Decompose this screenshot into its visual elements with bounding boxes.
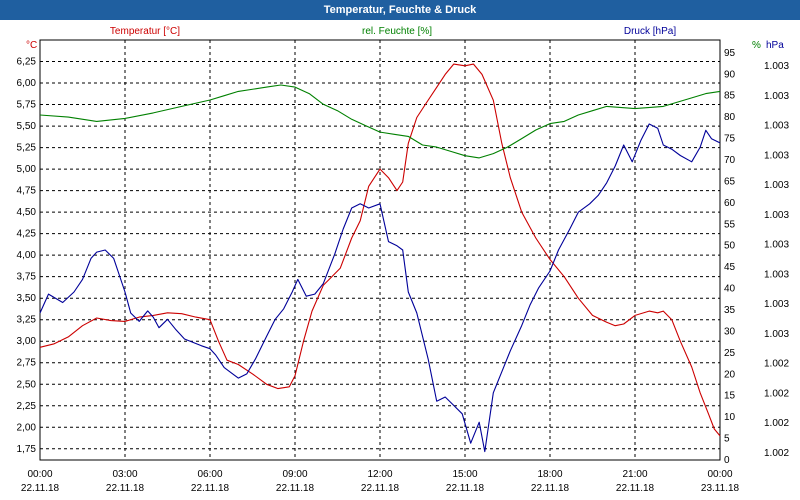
humidity-tick-label: 45 <box>724 262 736 273</box>
time-tick-label: 21:00 <box>622 469 647 480</box>
humidity-tick-label: 70 <box>724 155 736 166</box>
temperature-tick-label: 2,25 <box>17 401 37 412</box>
temperature-tick-label: 1,75 <box>17 444 37 455</box>
time-tick-label: 09:00 <box>282 469 307 480</box>
humidity-tick-label: 30 <box>724 326 736 337</box>
temperature-unit-label: °C <box>26 40 37 51</box>
pressure-tick-label: 1.003 <box>764 240 789 251</box>
pressure-tick-label: 1.002 <box>764 359 789 370</box>
temperature-tick-label: 3,00 <box>17 336 37 347</box>
temperature-series-line <box>39 63 721 437</box>
temperature-axis: 6,25 6,00 5,75 5,50 5,25 5,00 4,75 4,50 4,25 4,00… <box>17 57 37 455</box>
humidity-tick-label: 60 <box>724 198 736 209</box>
pressure-tick-label: 1.002 <box>764 388 789 399</box>
time-tick-label: 00:00 <box>27 469 52 480</box>
temperature-tick-label: 5,75 <box>17 100 37 111</box>
date-tick-label: 22.11.18 <box>616 483 655 494</box>
humidity-tick-label: 55 <box>724 219 736 230</box>
time-tick-label: 06:00 <box>197 469 222 480</box>
humidity-tick-label: 40 <box>724 284 736 295</box>
temperature-tick-label: 4,25 <box>17 229 37 240</box>
humidity-tick-label: 25 <box>724 348 736 359</box>
humidity-tick-label: 5 <box>724 434 730 445</box>
date-tick-label: 22.11.18 <box>531 483 570 494</box>
temperature-tick-label: 5,25 <box>17 143 37 154</box>
temperature-tick-label: 5,00 <box>17 164 37 175</box>
time-tick-label: 00:00 <box>707 469 732 480</box>
temperature-tick-label: 3,75 <box>17 272 37 283</box>
date-tick-label: 22.11.18 <box>276 483 315 494</box>
humidity-tick-label: 90 <box>724 69 736 80</box>
pressure-tick-label: 1.003 <box>764 329 789 340</box>
humidity-tick-label: 80 <box>724 112 736 123</box>
date-tick-label: 22.11.18 <box>21 483 60 494</box>
date-tick-label: 22.11.18 <box>446 483 485 494</box>
temperature-tick-label: 3,25 <box>17 315 37 326</box>
humidity-tick-label: 35 <box>724 305 736 316</box>
humidity-tick-label: 15 <box>724 391 736 402</box>
pressure-tick-label: 1.003 <box>764 269 789 280</box>
pressure-tick-label: 1.003 <box>764 150 789 161</box>
time-tick-label: 12:00 <box>367 469 392 480</box>
pressure-tick-label: 1.002 <box>764 418 789 429</box>
pressure-tick-label: 1.003 <box>764 210 789 221</box>
temperature-tick-label: 2,75 <box>17 358 37 369</box>
time-tick-label: 15:00 <box>452 469 477 480</box>
pressure-tick-label: 1.003 <box>764 61 789 72</box>
pressure-axis: 1.003 1.003 1.003 1.003 1.003 1.003 1.003 1.003… <box>764 61 789 459</box>
time-tick-label: 18:00 <box>537 469 562 480</box>
humidity-tick-label: 0 <box>724 455 730 466</box>
temperature-tick-label: 2,00 <box>17 422 37 433</box>
temperature-series-title: Temperatur [°C] <box>110 26 180 37</box>
humidity-tick-label: 85 <box>724 91 736 102</box>
plot-border <box>39 39 721 461</box>
date-tick-label: 22.11.18 <box>191 483 230 494</box>
humidity-tick-label: 10 <box>724 412 736 423</box>
humidity-series-title: rel. Feuchte [%] <box>362 26 432 37</box>
pressure-tick-label: 1.003 <box>764 180 789 191</box>
temperature-tick-label: 3,50 <box>17 293 37 304</box>
temperature-tick-label: 5,50 <box>17 121 37 132</box>
time-axis: 00:00 22.11.18 03:00 22.11.18 06:00 22.11.18 0… <box>21 469 740 494</box>
pressure-tick-label: 1.003 <box>764 121 789 132</box>
chart-title: Temperatur, Feuchte & Druck <box>0 0 800 20</box>
pressure-tick-label: 1.003 <box>764 299 789 310</box>
humidity-series-line <box>39 84 721 159</box>
humidity-tick-label: 65 <box>724 176 736 187</box>
grid-lines <box>40 40 720 460</box>
humidity-tick-label: 75 <box>724 134 736 145</box>
pressure-tick-label: 1.002 <box>764 448 789 459</box>
date-tick-label: 23.11.18 <box>701 483 740 494</box>
date-tick-label: 22.11.18 <box>106 483 145 494</box>
date-tick-label: 22.11.18 <box>361 483 400 494</box>
temperature-tick-label: 4,50 <box>17 207 37 218</box>
humidity-unit-label: % <box>752 40 761 51</box>
temperature-tick-label: 4,00 <box>17 250 37 261</box>
humidity-tick-label: 95 <box>724 48 736 59</box>
series-layer <box>39 63 721 453</box>
pressure-tick-label: 1.003 <box>764 91 789 102</box>
temperature-tick-label: 2,50 <box>17 379 37 390</box>
humidity-tick-label: 50 <box>724 241 736 252</box>
temperature-tick-label: 4,75 <box>17 186 37 197</box>
temperature-tick-label: 6,25 <box>17 57 37 68</box>
temperature-tick-label: 6,00 <box>17 78 37 89</box>
pressure-series-line <box>39 123 721 453</box>
time-tick-label: 03:00 <box>112 469 137 480</box>
pressure-series-title: Druck [hPa] <box>624 26 676 37</box>
humidity-tick-label: 20 <box>724 369 736 380</box>
chart-svg: 6,25 6,00 5,75 5,50 5,25 5,00 4,75 4,50 4,25 4,00… <box>17 26 790 494</box>
pressure-unit-label: hPa <box>766 40 784 51</box>
